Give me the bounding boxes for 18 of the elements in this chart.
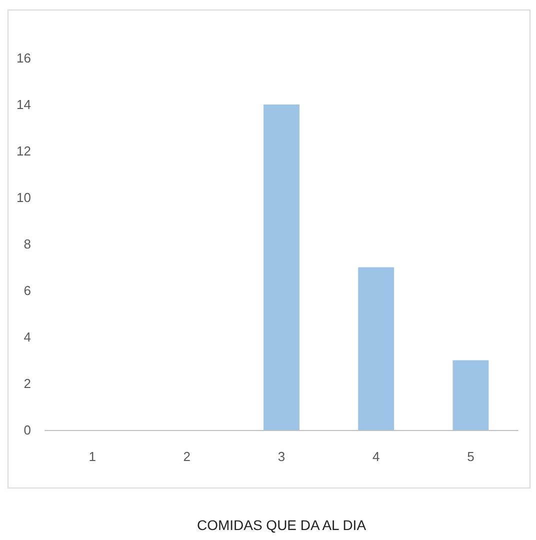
x-tick-label: 1: [88, 449, 96, 464]
y-tick-label: 10: [16, 190, 31, 205]
x-tick-label: 5: [467, 449, 474, 464]
bar: [452, 360, 489, 430]
x-tick-label: 4: [372, 449, 380, 464]
y-tick-label: 12: [16, 144, 31, 158]
y-tick-label: 2: [24, 376, 31, 391]
x-tick-label: 2: [183, 449, 191, 464]
x-tick-label: 3: [278, 449, 286, 464]
bar: [358, 267, 394, 430]
y-tick-label: 16: [16, 50, 31, 66]
y-tick-label: 4: [24, 330, 31, 344]
y-tick-label: 0: [24, 422, 31, 438]
y-tick-label: 14: [16, 97, 31, 112]
y-tick-label: 8: [24, 236, 31, 252]
bar: [264, 104, 300, 430]
y-tick-label: 6: [24, 283, 31, 298]
x-axis-title: COMIDAS QUE DA AL DIA: [196, 517, 367, 533]
